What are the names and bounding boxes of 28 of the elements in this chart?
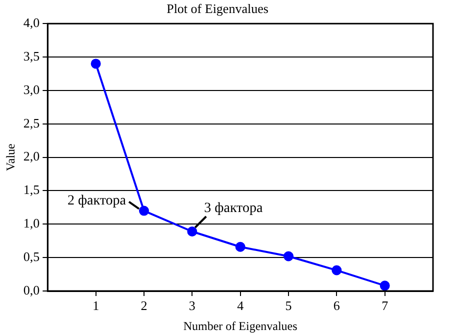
x-tick-label: 7 (382, 298, 389, 314)
y-tick-label: 1,5 (23, 182, 40, 198)
point (187, 226, 198, 237)
x-tick-label: 4 (237, 298, 244, 314)
x-tick-label: 2 (140, 298, 148, 314)
y-tick-label: 4,0 (23, 15, 40, 30)
y-tick-label: 0,5 (23, 248, 40, 264)
chart-title: Plot of Eigenvalues (166, 1, 268, 16)
x-tick-label: 1 (92, 298, 100, 314)
point (380, 280, 390, 291)
annotation: 3 фактора (204, 201, 264, 216)
annotation: 2 фактора (67, 193, 127, 208)
point (332, 265, 342, 276)
y-tick-label: 2,0 (23, 148, 40, 164)
y-tick-label: 3,5 (23, 48, 40, 64)
point (138, 206, 149, 216)
x-tick-label: 3 (188, 298, 196, 314)
x-tick-label: 5 (285, 298, 292, 314)
point (283, 251, 294, 262)
y-axis-title: Value (3, 144, 18, 171)
y-tick-label: 2,5 (23, 115, 40, 130)
y-tick-label: 0,0 (23, 282, 40, 298)
point (235, 242, 246, 252)
x-axis-title: Number of Eigenvalues (183, 318, 298, 333)
y-tick-label: 3,0 (23, 82, 40, 97)
x-tick-label: 6 (333, 298, 340, 314)
point (90, 58, 101, 69)
y-tick-label: 1,0 (23, 216, 40, 231)
